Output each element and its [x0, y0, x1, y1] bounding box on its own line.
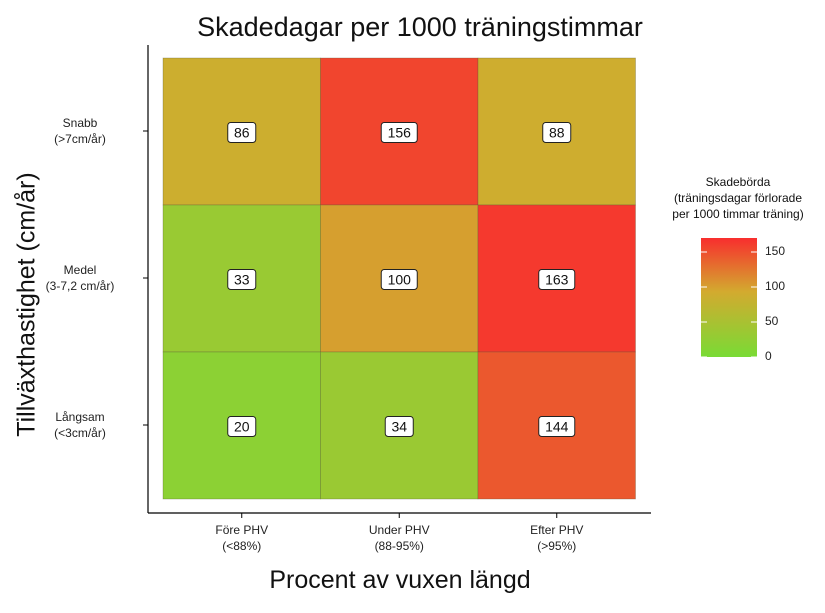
legend-title-line: (träningsdagar förlorade	[673, 191, 803, 205]
y-tick-label: Snabb (>7cm/år)	[20, 115, 140, 147]
y-tick-label-line: (<3cm/år)	[54, 426, 106, 440]
cell-value-label: 33	[234, 272, 250, 288]
x-tick-label-line: (>95%)	[537, 539, 577, 553]
cell-value-label: 34	[391, 419, 407, 435]
y-tick-label-line: (>7cm/år)	[54, 132, 106, 146]
cell-label-box	[542, 122, 572, 143]
x-tick-label-line: (<88%)	[222, 539, 262, 553]
color-legend	[701, 238, 757, 358]
x-tick-label-line: (88-95%)	[374, 539, 424, 553]
cell-label-box	[384, 416, 414, 437]
y-tick-label: Långsam (<3cm/år)	[20, 409, 140, 441]
legend-tick-label: 100	[765, 279, 786, 293]
heatmap-cells: 86 156 88 33 100 163 20 34 144	[162, 57, 636, 500]
cell-label-box	[538, 269, 576, 290]
x-tick-label-line: Under PHV	[368, 523, 430, 537]
x-tick-label: Före PHV (<88%)	[167, 522, 317, 554]
x-axis-title: Procent av vuxen längd	[269, 566, 531, 594]
y-tick-label-line: Långsam	[55, 410, 105, 424]
y-tick-label-line: (3-7,2 cm/år)	[45, 279, 115, 293]
cell-value-label: 100	[388, 272, 412, 288]
cell-label-box	[227, 269, 257, 290]
y-tick-label-line: Medel	[63, 263, 97, 277]
cell-value-label: 144	[545, 419, 569, 435]
x-tick-label: Under PHV (88-95%)	[324, 522, 474, 554]
cell-value-label: 20	[234, 419, 250, 435]
y-tick-label: Medel (3-7,2 cm/år)	[20, 262, 140, 294]
x-tick-label: Efter PHV (>95%)	[482, 522, 632, 554]
chart-title: Skadedagar per 1000 träningstimmar	[197, 12, 643, 42]
legend-title-line: Skadebörda	[705, 175, 771, 189]
cell-value-label: 163	[545, 272, 569, 288]
legend-title-line: per 1000 timmar träning)	[672, 207, 804, 221]
cell-label-box	[380, 269, 418, 290]
cell-value-label: 86	[234, 125, 250, 141]
cell-value-label: 88	[549, 125, 565, 141]
cell-value-label: 156	[388, 125, 412, 141]
y-tick-label-line: Snabb	[62, 116, 98, 130]
legend-tick-label: 50	[765, 314, 779, 328]
x-tick-label-line: Före PHV	[215, 523, 269, 537]
cell-label-box	[227, 122, 257, 143]
legend-color-bar	[701, 238, 757, 357]
cell-label-box	[227, 416, 257, 437]
cell-label-box	[380, 122, 418, 143]
legend-tick-label: 150	[765, 244, 786, 258]
axes	[143, 45, 651, 518]
legend-tick-label: 0	[765, 349, 772, 363]
cell-label-box	[538, 416, 576, 437]
x-tick-label-line: Efter PHV	[530, 523, 584, 537]
legend-title: Skadebörda (träningsdagar förlorade per …	[658, 174, 818, 222]
